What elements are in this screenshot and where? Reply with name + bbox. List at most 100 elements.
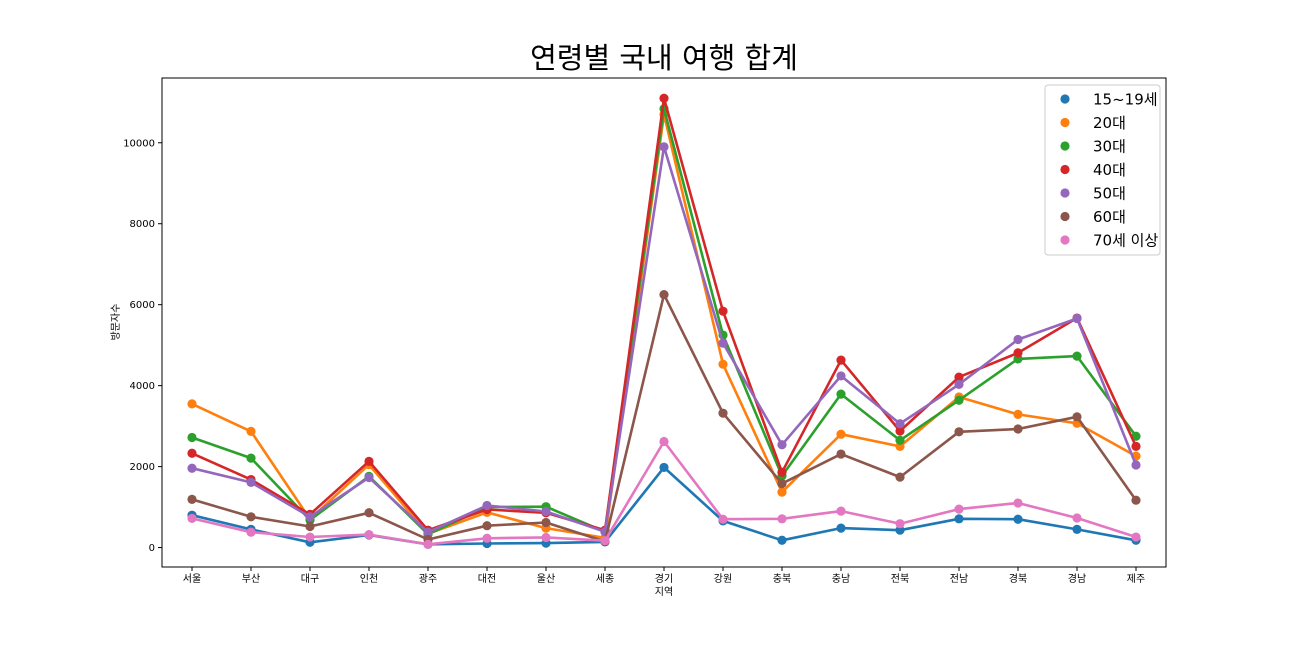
x-tick-label: 충남 (832, 573, 850, 585)
data-point (836, 389, 846, 399)
legend-marker (1060, 141, 1070, 151)
y-tick-label: 4000 (130, 381, 155, 392)
data-point (187, 448, 197, 458)
data-point (305, 532, 315, 542)
data-point (718, 306, 728, 316)
chart-title: 연령별 국내 여행 합계 (530, 41, 798, 75)
data-point (1072, 513, 1082, 523)
data-point (423, 539, 433, 549)
y-tick-label: 8000 (130, 219, 155, 230)
legend-label: 50대 (1093, 185, 1126, 203)
data-point (423, 527, 433, 537)
legend-marker (1060, 211, 1070, 222)
legend-label: 30대 (1093, 138, 1126, 156)
data-point (364, 530, 374, 540)
data-point (895, 525, 905, 535)
data-point (954, 514, 964, 524)
data-point (187, 513, 197, 524)
data-point (895, 472, 905, 482)
data-point (659, 289, 669, 300)
data-point (541, 532, 551, 543)
data-point (187, 463, 197, 473)
series-7 (187, 436, 1141, 549)
x-tick-label: 강원 (714, 573, 732, 585)
legend-label: 60대 (1093, 208, 1126, 226)
data-point (895, 519, 905, 529)
data-point (1131, 495, 1141, 505)
data-point (836, 506, 846, 516)
data-point (1131, 532, 1141, 542)
x-tick-label: 부산 (242, 573, 260, 585)
legend-label: 20대 (1093, 114, 1126, 132)
data-point (836, 523, 846, 533)
x-tick-label: 대전 (478, 573, 496, 585)
data-point (1131, 441, 1141, 451)
legend: 15~19세 20대 30대 40대 50대 60대 70세 이상 (1044, 84, 1161, 256)
series-3 (187, 104, 1141, 539)
x-tick-label: 세종 (596, 573, 614, 585)
y-tick-label: 2000 (130, 462, 155, 473)
data-point (659, 93, 669, 103)
x-axis-label: 지역 (655, 586, 673, 598)
y-tick-label: 0 (149, 543, 155, 554)
series-line (191, 113, 1137, 540)
data-point (541, 517, 551, 528)
data-point (718, 514, 728, 524)
data-point (482, 533, 492, 543)
data-point (659, 142, 669, 152)
data-point (187, 399, 197, 409)
data-point (895, 426, 905, 436)
y-axis-label: 방문자수 (110, 304, 122, 341)
data-point (1013, 409, 1023, 419)
data-point (482, 521, 492, 531)
data-point (836, 429, 846, 439)
data-point (246, 426, 256, 436)
data-point (600, 536, 610, 546)
data-point (954, 427, 964, 437)
data-point (1072, 313, 1082, 324)
y-tick-label: 10000 (123, 138, 155, 149)
data-point (541, 506, 551, 517)
series-5 (187, 142, 1141, 537)
legend-marker (1060, 94, 1070, 104)
data-point (1013, 424, 1023, 434)
data-point (777, 514, 787, 524)
legend-label: 40대 (1093, 161, 1126, 179)
data-point (895, 419, 905, 429)
x-tick-label: 대구 (301, 573, 319, 585)
x-tick-label: 인천 (360, 573, 378, 585)
x-tick-label: 전남 (950, 573, 968, 585)
data-point (482, 500, 492, 511)
data-point (659, 462, 669, 473)
series-6 (187, 289, 1141, 547)
y-tick-label: 6000 (130, 300, 155, 311)
y-axis: 0 2000 4000 6000 8000 10000 (123, 138, 162, 554)
data-point (836, 449, 846, 459)
data-point (1072, 524, 1082, 534)
legend-marker (1060, 235, 1070, 245)
data-point (895, 435, 905, 445)
series-2 (187, 109, 1141, 543)
data-point (718, 338, 728, 348)
x-tick-label: 경남 (1068, 572, 1086, 585)
data-point (187, 432, 197, 443)
data-point (1072, 412, 1082, 422)
legend-label: 15~19세 (1093, 91, 1158, 109)
data-point (836, 355, 846, 365)
data-point (777, 479, 787, 489)
x-tick-label: 울산 (537, 573, 555, 585)
data-point (954, 379, 964, 390)
data-point (246, 453, 256, 463)
data-point (718, 359, 728, 369)
data-point (364, 456, 374, 466)
data-point (305, 521, 315, 532)
data-point (718, 408, 728, 418)
data-point (659, 436, 669, 447)
data-point (777, 440, 787, 450)
x-axis: 서울 부산 대구 인천 광주 대전 울산 세종 경기 강원 충북 충남 전북 전남 경북 경남 제주 (183, 567, 1145, 585)
data-point (954, 395, 964, 405)
data-point (777, 467, 787, 477)
data-point (1013, 498, 1023, 508)
x-tick-label: 경기 (655, 572, 673, 585)
